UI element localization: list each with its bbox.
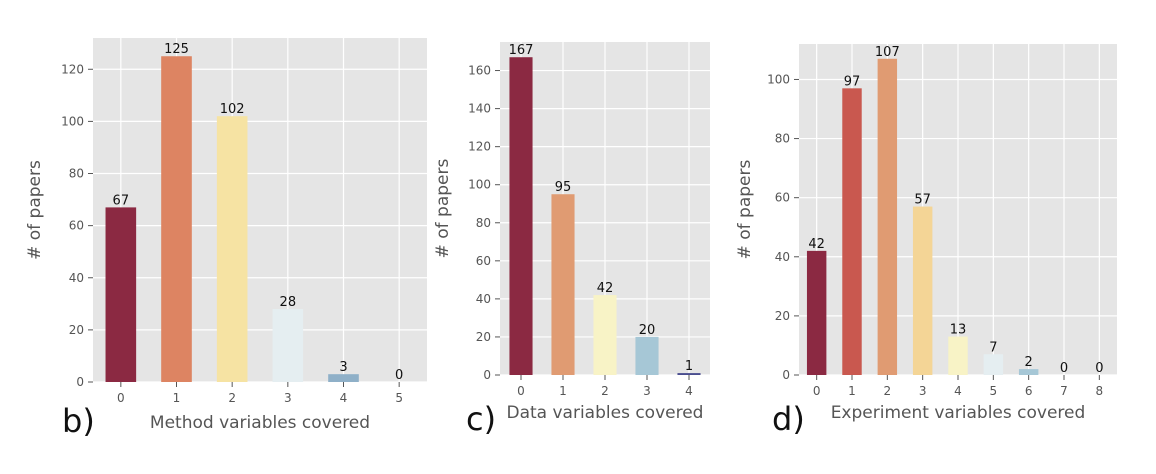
x-tick-label: 2 [884,384,892,398]
x-tick-label: 3 [284,391,292,405]
bar-value-label: 57 [914,193,931,208]
bar-value-label: 67 [113,193,130,208]
y-tick-label: 80 [69,167,84,181]
chart-panel-1: 020406080100120670125110222833405Method … [25,38,427,440]
y-tick-label: 20 [476,330,491,344]
bar-value-label: 20 [639,323,656,338]
bar-value-label: 13 [950,323,967,338]
y-tick-label: 160 [468,64,491,78]
plot-area [93,38,427,382]
y-tick-label: 20 [775,309,790,323]
bar-2 [877,58,898,375]
y-tick-label: 100 [61,114,84,128]
bar-0 [105,207,137,382]
bar-3 [272,309,304,382]
y-tick-label: 80 [775,132,790,146]
bar-4 [677,373,701,375]
bar-2 [593,295,617,375]
y-tick-label: 40 [69,271,84,285]
y-tick-label: 60 [69,219,84,233]
y-tick-label: 0 [76,375,84,389]
y-tick-label: 100 [767,72,790,86]
y-tick-label: 0 [782,368,790,382]
y-axis-title: # of papers [735,159,755,259]
x-tick-label: 4 [685,384,693,398]
bar-value-label: 97 [844,74,861,89]
bar-value-label: 0 [1060,361,1068,376]
bar-value-label: 102 [220,102,245,117]
bar-value-label: 0 [395,368,403,383]
bar-4 [328,374,359,382]
x-axis-title: Method variables covered [150,413,370,433]
x-tick-label: 2 [228,391,236,405]
bar-value-label: 7 [989,340,997,355]
x-tick-label: 0 [517,384,525,398]
x-tick-label: 1 [848,384,856,398]
bar-3 [912,206,933,375]
bar-value-label: 2 [1025,355,1033,370]
y-tick-label: 0 [483,368,491,382]
x-tick-label: 5 [990,384,998,398]
x-tick-label: 0 [813,384,821,398]
bar-3 [635,336,659,375]
x-tick-label: 1 [559,384,567,398]
y-tick-label: 40 [476,292,491,306]
bar-value-label: 125 [164,42,189,57]
y-tick-label: 60 [476,254,491,268]
bar-0 [509,57,533,375]
bar-value-label: 42 [597,281,614,296]
chart-panel-2: 0 20 40 60 80 100 120 140 160 167 0 95 1 42 2 20 3 1 4 Data… [433,42,710,438]
panel-label: c) [466,400,496,438]
panel-label: d) [772,400,805,438]
x-tick-label: 6 [1025,384,1033,398]
x-tick-label: 3 [919,384,927,398]
y-tick-label: 60 [775,191,790,205]
bar-1 [551,194,575,375]
bar-6 [1018,369,1039,375]
y-tick-label: 20 [69,323,84,337]
panel-label: b) [62,402,95,440]
bar-1 [161,56,192,382]
x-tick-label: 4 [340,391,348,405]
bar-value-label: 95 [555,180,572,195]
y-tick-label: 40 [775,250,790,264]
bar-1 [842,88,862,376]
bar-value-label: 42 [808,237,825,252]
y-tick-label: 120 [61,62,84,76]
x-tick-label: 5 [395,391,403,405]
x-axis-title: Data variables covered [507,403,704,423]
x-axis-title: Experiment variables covered [831,403,1086,423]
bar-value-label: 1 [685,359,693,374]
x-tick-label: 3 [643,384,651,398]
chart-panel-3: 020406080100420971107257313475260708Expe… [735,44,1117,438]
y-tick-label: 80 [476,216,491,230]
bar-value-label: 107 [875,45,900,60]
bar-5 [983,354,1004,375]
bar-0 [806,250,827,375]
bar-4 [948,336,968,375]
bar-value-label: 28 [280,295,297,310]
x-tick-label: 4 [954,384,962,398]
y-axis-title: # of papers [25,160,45,260]
bar-2 [216,116,248,382]
x-tick-label: 1 [173,391,181,405]
y-axis-title: # of papers [433,158,453,258]
bar-value-label: 167 [509,43,534,58]
x-tick-label: 2 [601,384,609,398]
x-tick-label: 8 [1096,384,1104,398]
y-tick-label: 140 [468,102,491,116]
y-tick-label: 120 [468,140,491,154]
x-tick-label: 7 [1060,384,1068,398]
y-tick-label: 100 [468,178,491,192]
x-tick-label: 0 [117,391,125,405]
bar-value-label: 0 [1095,361,1103,376]
bar-value-label: 3 [339,360,347,375]
